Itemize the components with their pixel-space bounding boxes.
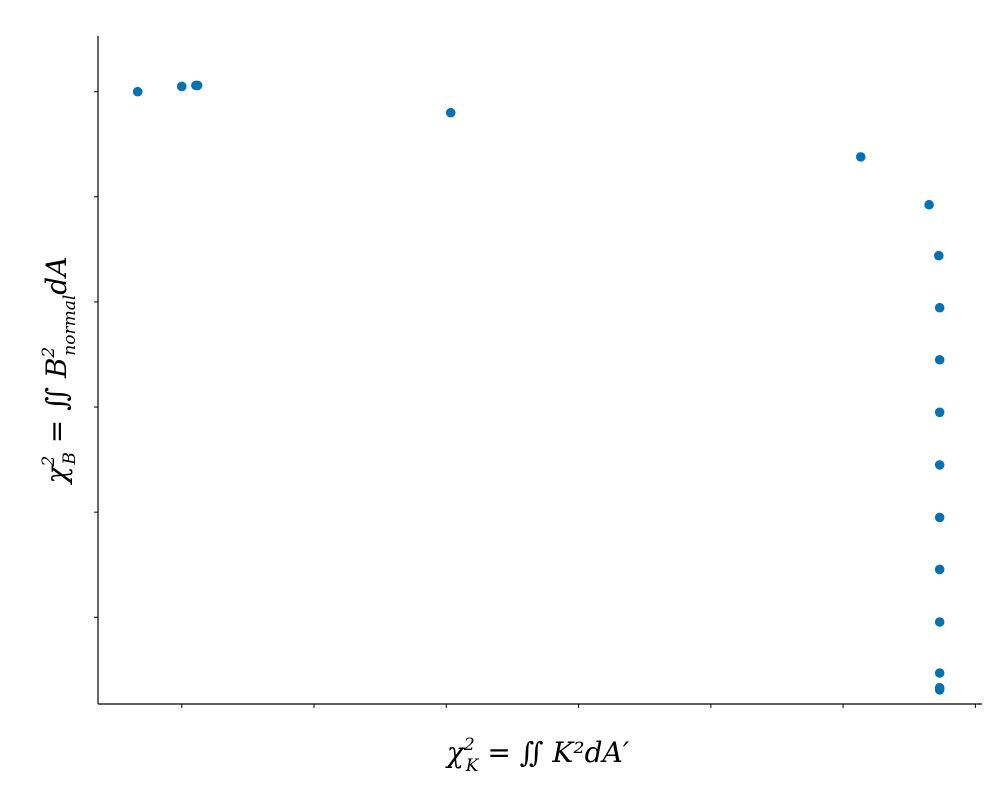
data-point-13: [934, 564, 945, 575]
points-group: [132, 80, 945, 695]
data-point-7: [933, 250, 944, 261]
data-point-10: [934, 407, 945, 418]
data-point-5: [855, 152, 866, 162]
data-point-8: [934, 302, 945, 313]
data-point-12: [934, 512, 945, 523]
data-point-3: [192, 80, 203, 91]
y-axis-label: χ2B = ∬ B2normaldA: [39, 257, 80, 486]
data-point-17: [934, 685, 945, 695]
data-point-4: [445, 107, 456, 118]
data-point-9: [934, 354, 945, 365]
tick-group: [94, 91, 976, 708]
x-axis-label: χ2 K = ∬ K²dA′: [445, 735, 630, 776]
data-point-14: [934, 617, 945, 627]
data-point-1: [176, 81, 187, 92]
data-point-0: [132, 86, 143, 97]
data-point-11: [934, 460, 945, 470]
data-point-15: [934, 668, 945, 678]
data-point-6: [924, 199, 934, 210]
